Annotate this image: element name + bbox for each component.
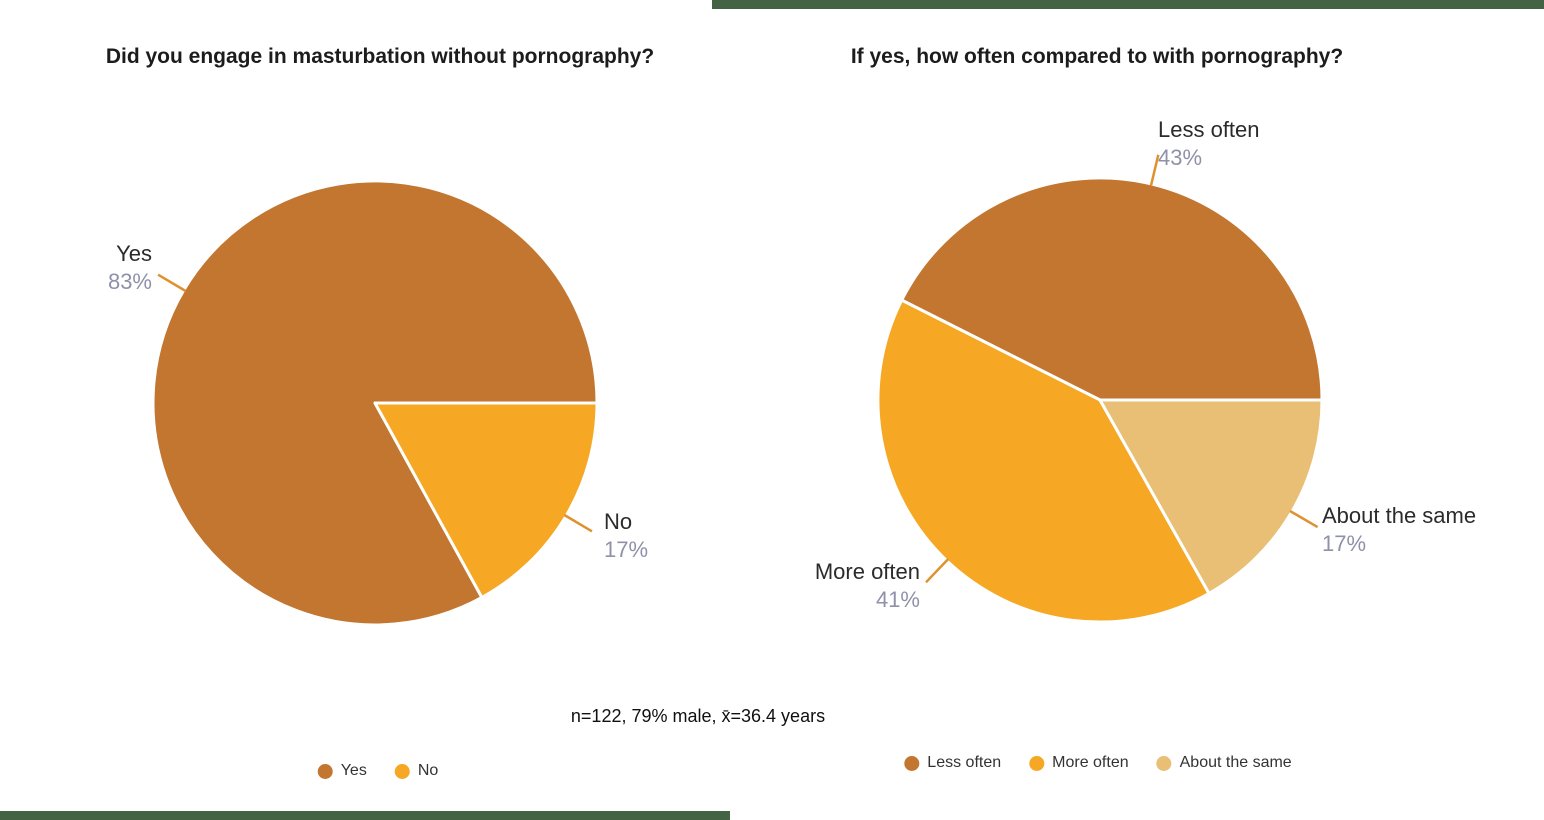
chart-title-right: If yes, how often compared to with porno… <box>850 45 1344 69</box>
legend-item-less-often: Less often <box>904 754 1001 772</box>
slice-label-percent: 17% <box>1322 531 1367 556</box>
legend-swatch-no <box>394 763 410 779</box>
sample-size-note: n=122, 79% male, x̄=36.4 years <box>570 706 826 726</box>
legend-left: Yes No <box>317 762 439 780</box>
slice-label-text: No <box>604 509 633 534</box>
chart-title-left: Did you engage in masturbation without p… <box>105 45 655 69</box>
slice-label-more-often: More often 41% <box>780 558 920 614</box>
legend-swatch-yes <box>317 763 333 779</box>
slice-label-about-the-same: About the same 17% <box>1322 502 1476 558</box>
legend-item-yes: Yes <box>317 762 367 780</box>
legend-label: About the same <box>1179 754 1292 771</box>
legend-label: Yes <box>340 762 367 779</box>
slice-label-less-often: Less often 43% <box>1158 116 1260 172</box>
slice-label-percent: 41% <box>875 587 920 612</box>
slice-label-yes: Yes 83% <box>40 240 152 296</box>
legend-label: No <box>417 762 439 779</box>
slice-label-text: Less often <box>1158 117 1260 142</box>
slice-label-no: No 17% <box>604 508 648 564</box>
leader-line-more-often <box>925 558 950 584</box>
slice-label-text: Yes <box>116 241 152 266</box>
pie-chart-frequency-comparison <box>876 154 1324 624</box>
top-accent-bar <box>712 0 1544 9</box>
legend-item-about-the-same: About the same <box>1156 754 1292 772</box>
legend-label: More often <box>1052 754 1129 771</box>
pie-chart-masturbation-without-porn <box>151 179 599 627</box>
leader-line-no <box>563 513 593 533</box>
leader-line-about-the-same <box>1289 509 1319 529</box>
legend-swatch-less-often <box>904 755 920 771</box>
leader-line-yes <box>157 273 187 293</box>
legend-swatch-about-the-same <box>1156 755 1172 771</box>
leader-line-less-often <box>1149 154 1160 187</box>
slice-label-percent: 43% <box>1158 145 1203 170</box>
slice-label-text: About the same <box>1322 503 1477 528</box>
legend-right: Less often More often About the same <box>904 754 1292 772</box>
bottom-accent-bar <box>0 811 730 820</box>
legend-item-more-often: More often <box>1029 754 1129 772</box>
legend-item-no: No <box>394 762 439 780</box>
slice-label-text: More often <box>814 559 920 584</box>
legend-label: Less often <box>927 754 1002 771</box>
slice-label-percent: 83% <box>107 269 152 294</box>
slice-label-percent: 17% <box>604 537 649 562</box>
legend-swatch-more-often <box>1029 755 1045 771</box>
